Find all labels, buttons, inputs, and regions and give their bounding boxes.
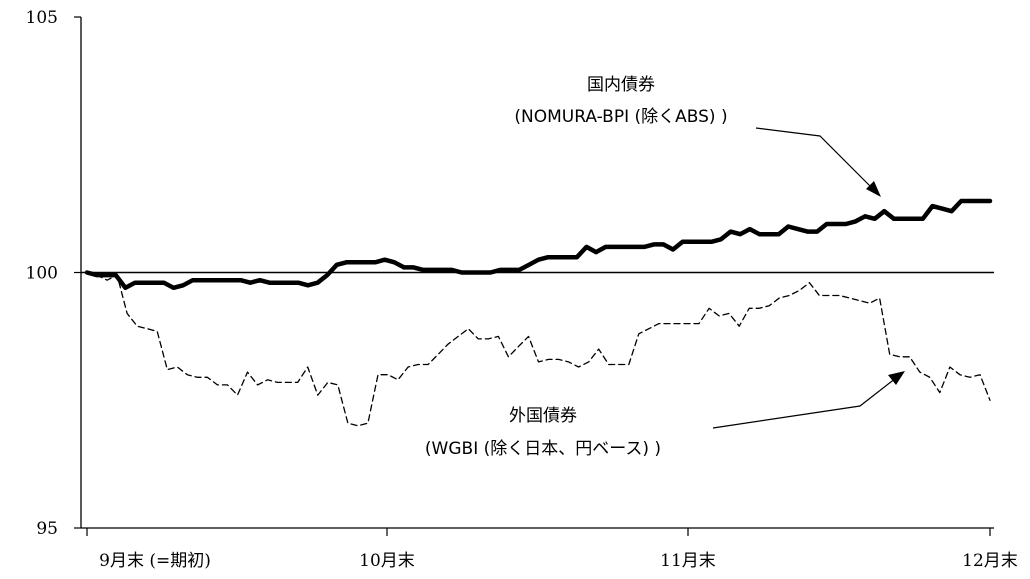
foreign-bond-sublabel: (WGBI (除く日本、円ベース) ) — [425, 439, 661, 459]
x-axis-ticks: 9月末 (=期初) 10月末 11月末 12月末 — [86, 528, 1018, 571]
y-axis-ticks: 105 100 95 — [26, 8, 81, 539]
x-tick-label: 9月末 (=期初) — [99, 551, 211, 571]
y-tick-label: 105 — [26, 8, 58, 28]
foreign-bond-pointer — [712, 377, 897, 429]
x-tick-label: 10月末 — [359, 551, 415, 571]
foreign-bond-annotation: 外国債券 (WGBI (除く日本、円ベース) ) — [425, 371, 905, 459]
domestic-bond-label: 国内債券 — [587, 75, 655, 95]
series-layer — [84, 198, 993, 427]
domestic-bond-pointer — [755, 127, 875, 191]
y-tick-label: 100 — [26, 264, 58, 284]
x-tick-label: 11月末 — [660, 551, 716, 571]
y-tick-label: 95 — [36, 519, 58, 539]
domestic-bond-arrowhead — [866, 181, 881, 197]
domestic-bond-annotation: 国内債券 (NOMURA-BPI (除くABS) ) — [514, 75, 881, 197]
foreign-bond-arrowhead — [888, 371, 905, 385]
x-tick-label: 12月末 — [962, 551, 1018, 571]
foreign-bond-series-line — [86, 271, 991, 427]
domestic-bond-series-line — [84, 198, 993, 291]
foreign-bond-label: 外国債券 — [509, 406, 577, 426]
domestic-bond-sublabel: (NOMURA-BPI (除くABS) ) — [514, 107, 727, 127]
